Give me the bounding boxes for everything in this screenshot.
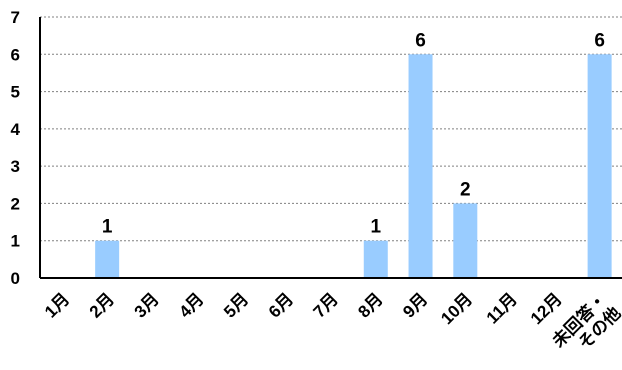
y-tick-label: 7	[11, 8, 20, 27]
y-tick-label: 1	[11, 232, 20, 251]
bar	[453, 203, 478, 278]
x-tick-label: 10月	[437, 289, 476, 328]
y-tick-label: 3	[11, 157, 20, 176]
y-tick-label: 0	[11, 269, 20, 288]
x-tick-label: 5月	[220, 289, 252, 321]
data-label: 1	[370, 217, 381, 238]
y-tick-label: 2	[11, 194, 20, 213]
x-tick-label: 3月	[131, 289, 163, 321]
axes	[39, 17, 622, 279]
x-tick-label: 6月	[265, 289, 297, 321]
x-tick-label: 4月	[175, 289, 207, 321]
x-tick-label: 1月	[41, 289, 73, 321]
data-label: 6	[415, 30, 426, 51]
bar	[363, 240, 388, 278]
x-tick-label: 8月	[354, 289, 386, 321]
y-tick-label: 6	[11, 45, 20, 64]
gridlines	[40, 16, 622, 242]
labels: 0 1 2 3 4 5 6 7 1 1 6 2 6 1月 2月 3月 4月 5月 6月 7月 8月 9月 10月 11月 12月…	[11, 8, 622, 353]
data-label: 1	[102, 217, 113, 238]
x-tick-label: 11月	[483, 289, 521, 327]
data-label: 2	[460, 179, 471, 200]
x-tick-label: 2月	[86, 289, 118, 321]
bar	[587, 54, 612, 279]
x-tick-label: 7月	[310, 289, 342, 321]
bar	[95, 240, 120, 278]
bar	[408, 54, 433, 279]
y-tick-label: 5	[11, 83, 20, 102]
bars	[95, 54, 612, 279]
x-tick-label: 9月	[399, 289, 431, 321]
y-tick-label: 4	[11, 120, 21, 139]
x-tick-label: 12月	[527, 289, 566, 328]
data-label: 6	[594, 30, 605, 51]
